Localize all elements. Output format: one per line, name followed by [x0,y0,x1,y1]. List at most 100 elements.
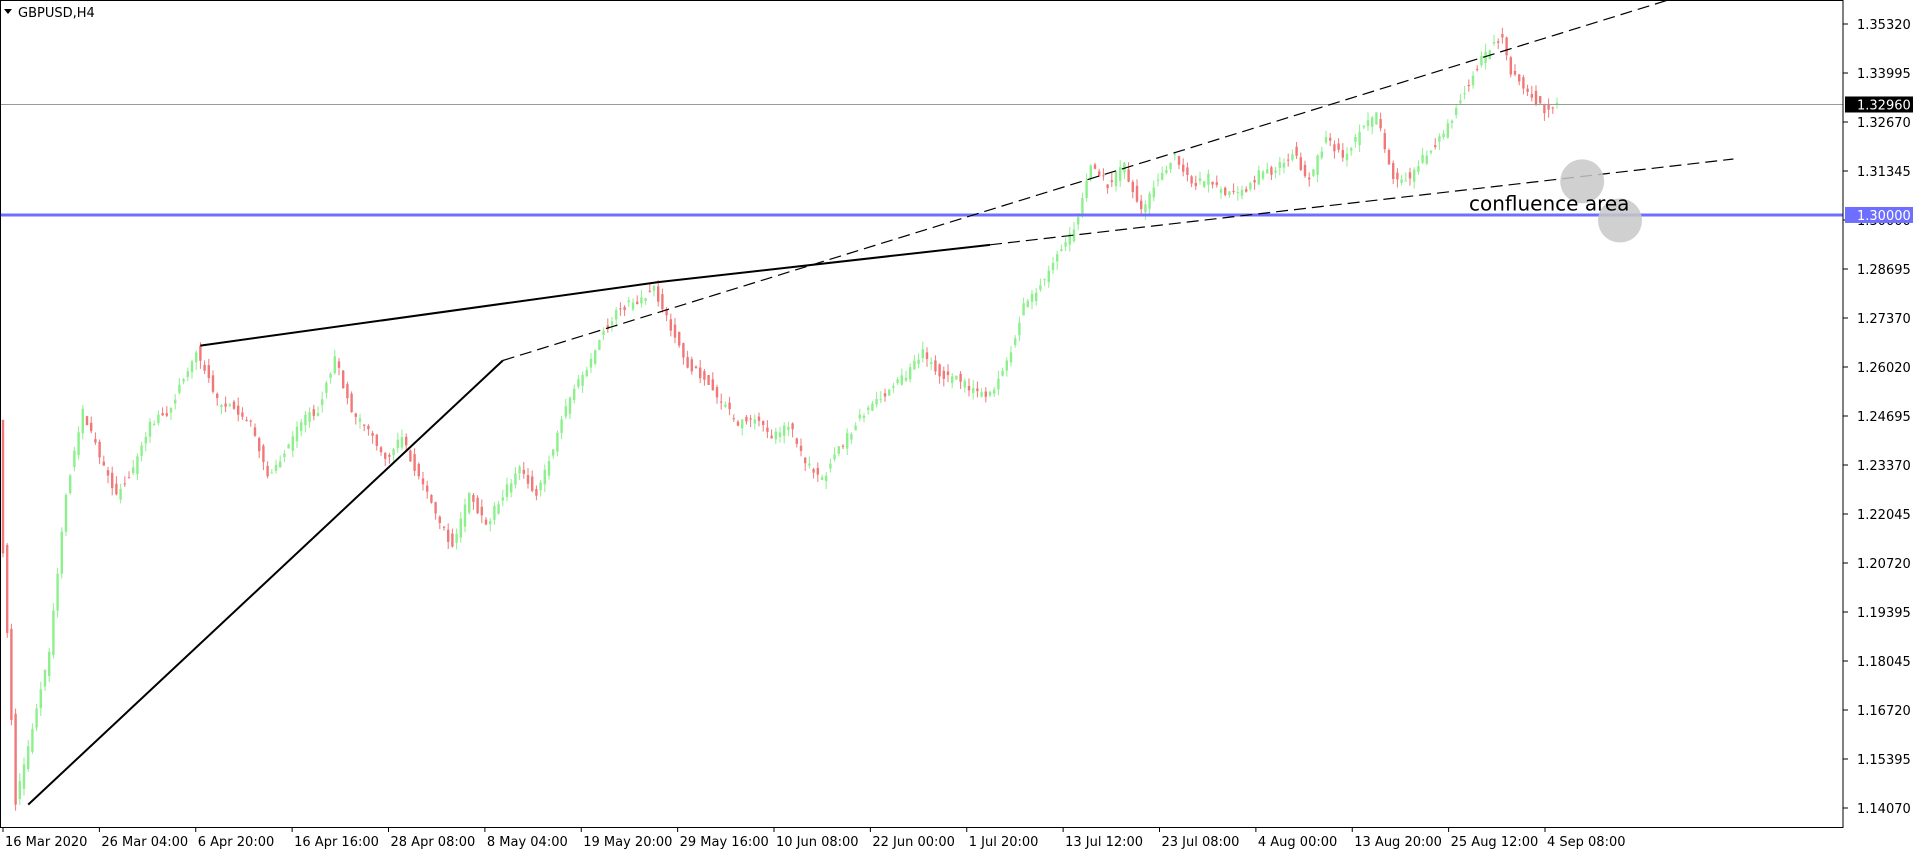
candle-body [182,379,185,382]
candle [648,283,651,293]
candle-body [1547,105,1550,110]
candle [1530,85,1533,102]
candle-body [1207,173,1210,185]
candle [308,407,311,428]
candle [426,480,429,499]
candle [1035,288,1038,306]
candle-body [1438,136,1441,142]
candle [1539,96,1542,106]
candle [1047,265,1050,288]
candle-body [1228,191,1231,195]
y-tick-label: 1.20720 [1857,557,1911,572]
candle-body [505,484,509,497]
candle [1169,162,1172,174]
candle-body [879,399,882,401]
upper-trendline-segment[interactable] [658,243,991,284]
candle [472,492,475,510]
candle [1345,147,1349,167]
candle [661,288,664,313]
triangle-down-icon[interactable] [4,9,12,14]
candle [921,341,924,363]
candle-body [392,449,395,456]
candle-body [535,489,538,496]
candle [883,388,887,402]
candle [556,430,559,457]
candle [1337,138,1340,153]
lower-rising-trendline[interactable] [27,359,504,806]
x-tick-label: 22 Jun 00:00 [872,835,955,850]
candle [123,476,126,487]
candle-body [636,301,639,305]
candle-body [371,433,374,436]
x-tick-label: 4 Sep 08:00 [1547,835,1626,850]
candle-body [1064,242,1067,247]
candle-body [1287,159,1290,161]
candle [1098,168,1101,177]
candle-body [375,434,378,446]
candle-body [1144,204,1147,213]
candle-body [295,426,299,442]
candle [1043,278,1046,286]
candle [1291,149,1294,162]
candle-body [993,389,996,394]
candle [1001,367,1004,377]
candle-body [1261,171,1265,179]
candle-body [1303,164,1307,177]
candle [6,543,9,638]
candle [1333,140,1336,159]
candle [816,462,819,482]
candle-body [1152,187,1155,198]
candle [253,423,257,438]
candle-body [346,384,349,399]
candle [564,399,567,420]
candle-body [665,309,668,316]
candle [1177,155,1181,170]
candle [766,420,769,439]
candle-body [778,432,782,437]
candle-body [1375,112,1378,125]
lower-trendline-extension[interactable] [502,0,1734,362]
candle-body [203,364,206,371]
candle [1194,175,1197,191]
candle [581,371,584,393]
candle [85,415,89,426]
candle-body [388,454,391,457]
candle-body [1077,217,1080,225]
candle-body [514,473,517,485]
candle-body [48,651,51,676]
candle [249,419,252,427]
candle [783,422,786,444]
candle [90,416,93,434]
candle-body [472,495,475,502]
candle [946,364,950,382]
candle [1274,166,1277,179]
upper-trendline-extension[interactable] [989,158,1734,246]
candle [39,681,42,716]
candle-body [657,286,660,302]
candle [669,313,672,337]
y-tick-label: 1.32670 [1857,116,1911,131]
candle-body [174,399,177,404]
candle [1505,36,1508,61]
candle-body [711,379,714,391]
candle-body [602,330,605,335]
upper-trendline[interactable] [200,281,659,347]
candle [258,436,261,459]
symbol-header[interactable]: GBPUSD,H4 [4,6,95,21]
candle [934,355,937,375]
candle [741,419,744,436]
current-price-badge-text: 1.32960 [1857,98,1911,113]
candle [1421,147,1424,164]
candle-body [115,483,118,495]
candle [1156,173,1160,187]
candle-body [552,449,555,456]
candle [1547,98,1550,118]
y-tick-label: 1.19395 [1857,606,1911,621]
candle [942,366,945,387]
candle [279,455,282,468]
candle-body [1291,154,1294,160]
candle [531,470,534,493]
candle [560,415,563,440]
